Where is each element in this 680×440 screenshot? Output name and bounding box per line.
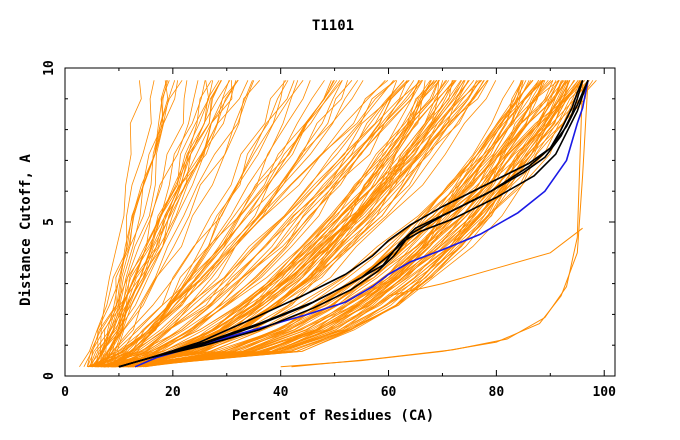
- orange-series-160: [113, 80, 581, 368]
- y-axis-label: Distance Cutoff, A: [18, 154, 34, 306]
- orange-series-169: [123, 80, 567, 368]
- orange-series-156: [127, 80, 524, 368]
- orange-series-54: [98, 80, 405, 368]
- orange-series-114: [125, 80, 589, 368]
- highlight-series-group: [118, 79, 589, 368]
- orange-series-108: [123, 80, 489, 368]
- orange-series-172: [388, 227, 583, 297]
- orange-series-28: [104, 80, 230, 367]
- y-tick-label-2: 10: [42, 60, 57, 76]
- highlight-series-1: [118, 80, 589, 368]
- orange-series-135: [112, 80, 569, 368]
- x-tick-label-2: 40: [273, 385, 289, 400]
- orange-series-100: [121, 80, 431, 368]
- y-tick-label-0: 0: [42, 372, 57, 380]
- orange-series-2: [83, 80, 239, 367]
- orange-series-165: [140, 80, 524, 368]
- orange-series-109: [101, 80, 439, 368]
- y-axis-ticks: 0 5 10: [42, 60, 615, 380]
- orange-series-27: [88, 80, 238, 368]
- orange-series-58: [95, 80, 364, 368]
- orange-series-157: [132, 80, 560, 368]
- orange-series-29: [107, 80, 188, 367]
- orange-series-16: [107, 80, 178, 367]
- orange-series-26: [90, 80, 183, 367]
- orange-series-19: [99, 80, 155, 367]
- orange-series-63: [97, 80, 335, 368]
- orange-series-70: [110, 80, 420, 368]
- orange-series-30: [107, 80, 304, 368]
- orange-series-163: [142, 80, 570, 368]
- orange-series-103: [121, 80, 426, 368]
- highlight-series-0: [134, 80, 589, 368]
- orange-series-group: [79, 79, 597, 368]
- orange-series-47: [87, 80, 311, 368]
- orange-series-162: [94, 80, 567, 368]
- orange-series-23: [100, 80, 253, 368]
- x-tick-label-1: 20: [165, 385, 181, 400]
- orange-series-15: [103, 80, 261, 368]
- x-tick-label-0: 0: [61, 385, 69, 400]
- orange-series-46: [116, 80, 410, 368]
- orange-series-104: [100, 80, 462, 368]
- orange-series-59: [90, 80, 295, 368]
- orange-series-153: [137, 80, 543, 368]
- x-tick-label-5: 100: [592, 385, 616, 400]
- orange-series-64: [106, 80, 285, 368]
- x-tick-label-4: 80: [489, 385, 505, 400]
- orange-series-17: [103, 80, 222, 367]
- orange-series-41: [115, 80, 410, 368]
- orange-series-71: [117, 80, 481, 368]
- orange-series-21: [86, 80, 142, 367]
- x-axis-ticks: 0 20 40 60 80 100: [61, 68, 616, 400]
- orange-series-151: [112, 80, 527, 368]
- orange-series-7: [90, 80, 176, 368]
- orange-series-39: [111, 80, 423, 368]
- orange-series-44: [113, 80, 408, 368]
- orange-series-134: [120, 80, 523, 368]
- highlight-series-2: [118, 79, 584, 368]
- orange-series-53: [87, 80, 386, 368]
- orange-series-91: [124, 80, 475, 368]
- orange-series-113: [113, 80, 554, 368]
- orange-series-164: [125, 80, 562, 368]
- orange-series-137: [130, 80, 576, 368]
- orange-series-36: [89, 79, 396, 368]
- highlight-series-4: [118, 80, 584, 368]
- orange-series-35: [100, 80, 287, 368]
- orange-series-52: [87, 80, 343, 368]
- orange-series-43: [94, 80, 398, 368]
- orange-series-171: [291, 80, 584, 368]
- orange-series-98: [90, 80, 420, 368]
- orange-series-102: [118, 80, 432, 368]
- orange-series-155: [137, 80, 583, 368]
- orange-series-13: [95, 80, 199, 367]
- orange-series-14: [87, 80, 249, 367]
- x-tick-label-3: 60: [381, 385, 397, 400]
- orange-series-25: [93, 80, 222, 368]
- x-axis-label: Percent of Residues (CA): [232, 408, 434, 424]
- orange-series-18: [100, 80, 214, 367]
- y-tick-label-1: 5: [42, 218, 57, 226]
- orange-series-166: [106, 80, 545, 368]
- orange-series-168: [128, 80, 590, 368]
- orange-series-49: [99, 80, 408, 368]
- orange-series-37: [107, 80, 421, 368]
- chart-title: T1101: [312, 18, 354, 34]
- orange-series-24: [91, 80, 210, 368]
